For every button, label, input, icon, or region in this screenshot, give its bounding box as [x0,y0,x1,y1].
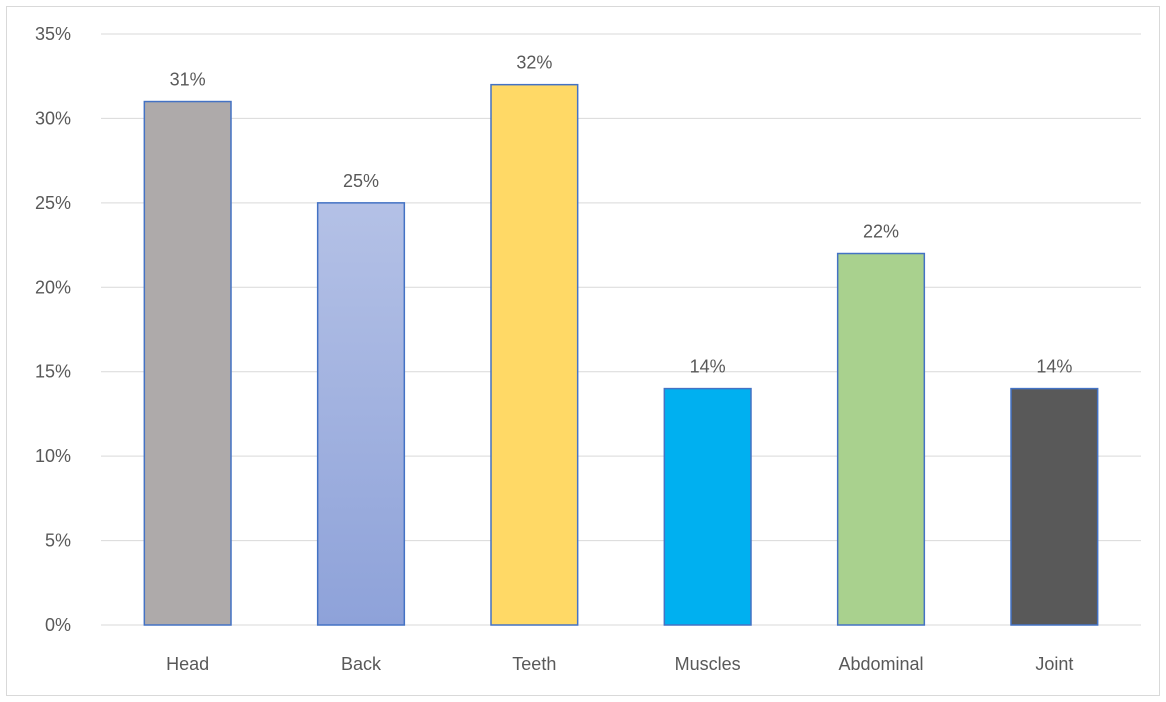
category-label-joint: Joint [1035,654,1073,674]
bar-back [316,202,406,626]
y-tick-label: 5% [45,531,71,551]
bar-joint [1010,387,1099,626]
y-axis-tick-labels: 0% 5% 10% 15% 20% 25% 30% 35% [35,24,71,635]
bar-abdominal [836,252,926,626]
bar-chart: 0% 5% 10% 15% 20% 25% 30% 35% 31% 25% 32% 14% 22% 14… [35,24,1141,674]
data-label-muscles: 14% [690,357,726,377]
category-label-head: Head [166,654,209,674]
category-label-muscles: Muscles [675,654,741,674]
y-tick-label: 25% [35,193,71,213]
x-axis-category-labels: Head Back Teeth Muscles Abdominal Joint [166,654,1073,674]
category-label-abdominal: Abdominal [838,654,923,674]
y-tick-label: 35% [35,24,71,44]
y-tick-label: 15% [35,362,71,382]
category-label-teeth: Teeth [512,654,556,674]
chart-frame: 0% 5% 10% 15% 20% 25% 30% 35% 31% 25% 32% 14% 22% 14… [6,6,1160,696]
data-label-abdominal: 22% [863,222,899,242]
y-tick-label: 20% [35,277,71,297]
bar-teeth [490,83,579,626]
data-labels: 31% 25% 32% 14% 22% 14% [170,53,1073,377]
bar-muscles [663,387,752,626]
category-label-back: Back [341,654,382,674]
bar-head [143,100,232,626]
y-tick-label: 0% [45,615,71,635]
bars [143,83,1099,626]
data-label-head: 31% [170,70,206,90]
data-label-joint: 14% [1036,357,1072,377]
data-label-back: 25% [343,171,379,191]
data-label-teeth: 32% [516,53,552,73]
y-tick-label: 30% [35,108,71,128]
y-tick-label: 10% [35,446,71,466]
gridlines [101,33,1141,626]
